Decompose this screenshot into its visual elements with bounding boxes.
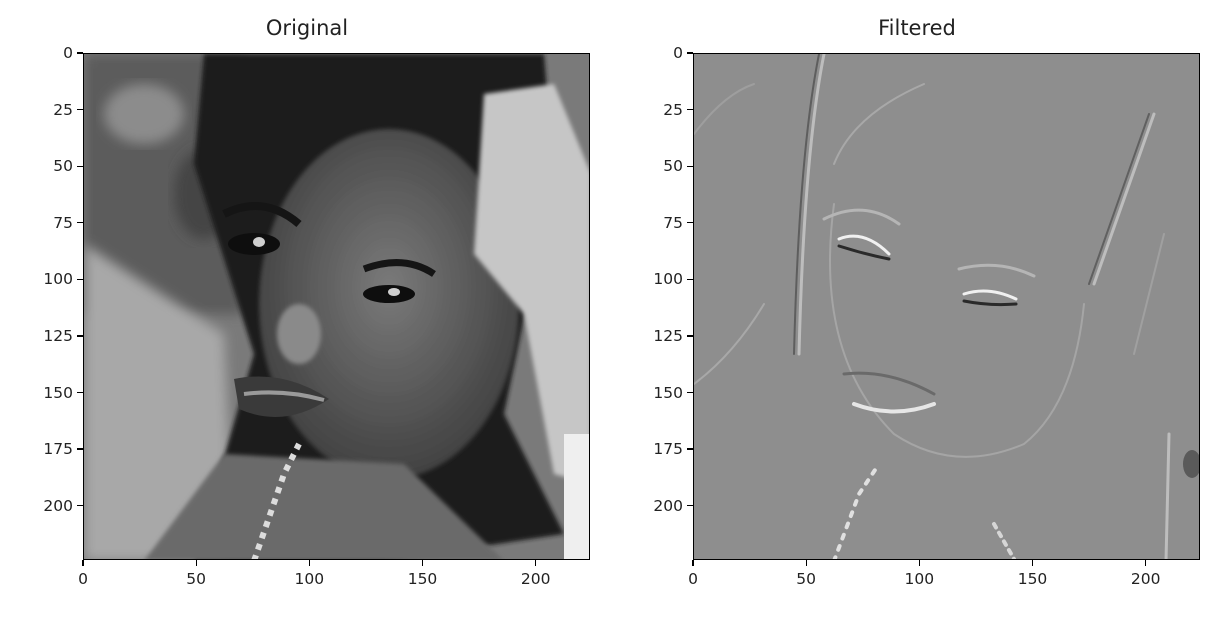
y-tick-label: 25 bbox=[663, 100, 683, 119]
x-tick-label: 50 bbox=[796, 570, 817, 588]
y-tick-mark bbox=[687, 335, 693, 337]
x-tick-mark bbox=[308, 560, 310, 566]
y-tick-label: 0 bbox=[673, 44, 683, 62]
y-tick-mark bbox=[77, 222, 83, 224]
y-tick-label: 125 bbox=[653, 326, 683, 345]
y-tick-mark bbox=[77, 278, 83, 280]
y-tick-label: 50 bbox=[663, 157, 683, 176]
y-tick-mark bbox=[77, 108, 83, 111]
panel-title-original: Original bbox=[265, 16, 349, 40]
x-tick-mark bbox=[535, 560, 537, 566]
y-tick-label: 125 bbox=[43, 326, 73, 345]
y-tick-mark bbox=[77, 165, 83, 167]
x-tick-mark bbox=[1145, 560, 1147, 566]
y-tick-label: 0 bbox=[63, 44, 73, 62]
y-tick-mark bbox=[687, 391, 693, 394]
y-tick-mark bbox=[77, 448, 83, 450]
x-tick-label: 0 bbox=[688, 570, 698, 588]
x-tick-label: 200 bbox=[1130, 570, 1161, 588]
x-tick-label: 100 bbox=[904, 570, 935, 588]
y-tick-label: 175 bbox=[43, 440, 73, 459]
y-tick-label: 75 bbox=[663, 213, 683, 232]
x-tick-mark bbox=[692, 560, 694, 566]
y-tick-mark bbox=[77, 52, 83, 54]
x-tick-mark bbox=[82, 560, 84, 566]
y-tick-label: 50 bbox=[53, 157, 73, 176]
y-tick-label: 150 bbox=[43, 383, 73, 402]
x-tick-label: 150 bbox=[407, 570, 438, 588]
y-tick-label: 150 bbox=[653, 383, 683, 402]
y-tick-mark bbox=[687, 505, 693, 507]
x-tick-label: 100 bbox=[294, 570, 325, 588]
original-photo bbox=[84, 54, 589, 559]
y-tick-mark bbox=[687, 278, 693, 280]
y-tick-label: 200 bbox=[43, 496, 73, 515]
x-tick-mark bbox=[805, 560, 807, 566]
y-tick-mark bbox=[77, 335, 83, 337]
y-tick-label: 200 bbox=[653, 496, 683, 515]
panel-original: Original bbox=[43, 16, 590, 588]
y-tick-mark bbox=[687, 52, 693, 54]
image-plot-original bbox=[83, 53, 590, 560]
panel-title-filtered: Filtered bbox=[878, 16, 956, 40]
y-tick-mark bbox=[687, 222, 693, 224]
y-tick-mark bbox=[77, 505, 83, 507]
x-tick-label: 50 bbox=[186, 570, 207, 588]
y-tick-label: 100 bbox=[43, 270, 73, 289]
y-tick-label: 100 bbox=[653, 270, 683, 289]
x-tick-mark bbox=[195, 560, 197, 566]
x-tick-label: 0 bbox=[78, 570, 88, 588]
x-tick-label: 200 bbox=[520, 570, 551, 588]
x-tick-mark bbox=[918, 560, 920, 566]
y-tick-mark bbox=[687, 448, 693, 450]
x-tick-mark bbox=[421, 560, 424, 566]
y-tick-mark bbox=[77, 391, 83, 394]
y-tick-mark bbox=[687, 165, 693, 167]
y-tick-label: 25 bbox=[53, 100, 73, 119]
image-plot-filtered bbox=[693, 53, 1200, 560]
x-tick-mark bbox=[1031, 560, 1034, 566]
y-tick-mark bbox=[687, 108, 693, 111]
panel-filtered: Filtered bbox=[610, 0, 1224, 622]
y-tick-label: 175 bbox=[653, 440, 683, 459]
y-tick-label: 75 bbox=[53, 213, 73, 232]
x-tick-label: 150 bbox=[1017, 570, 1048, 588]
filtered-photo bbox=[694, 54, 1199, 559]
